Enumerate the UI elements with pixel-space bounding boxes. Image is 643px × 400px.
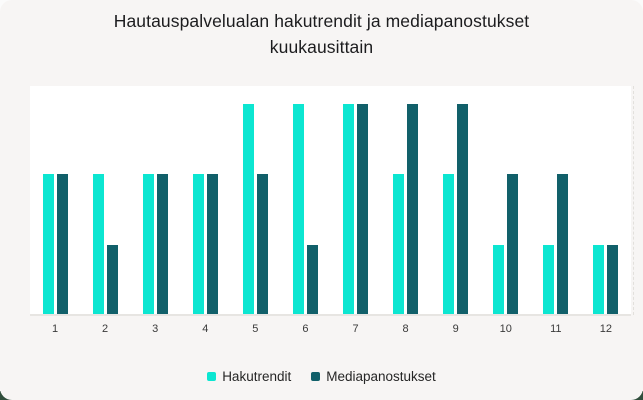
x-tick-label-5: 5	[252, 323, 259, 335]
bar-mediapanostukset-month-4	[206, 174, 218, 315]
bar-mediapanostukset-month-12	[607, 245, 619, 315]
bar-mediapanostukset-month-11	[557, 174, 569, 315]
x-tick-label-9: 9	[452, 323, 459, 335]
x-tick-label-3: 3	[152, 323, 159, 335]
x-tick-label-11: 11	[550, 323, 562, 335]
bar-hakutrendit-month-3	[142, 174, 154, 315]
month-column-4: 4	[180, 86, 230, 335]
bar-hakutrendit-month-8	[393, 174, 405, 315]
bar-mediapanostukset-month-2	[106, 245, 118, 315]
bar-columns: 1 2 3 4 5 6 7 8 9 10 11 12	[30, 86, 631, 335]
bar-hakutrendit-month-1	[42, 174, 54, 315]
bar-mediapanostukset-month-10	[507, 174, 519, 315]
bar-mediapanostukset-month-1	[56, 174, 68, 315]
x-tick-label-1: 1	[51, 323, 59, 335]
bar-mediapanostukset-month-7	[357, 104, 368, 315]
x-tick-label-8: 8	[402, 323, 409, 335]
bar-mediapanostukset-month-3	[156, 174, 168, 315]
month-column-1: 1	[30, 86, 80, 335]
x-axis-line	[30, 314, 631, 316]
month-column-6: 6	[280, 86, 330, 335]
bar-hakutrendit-month-2	[92, 174, 104, 315]
bar-hakutrendit-month-6	[292, 104, 304, 315]
bar-mediapanostukset-month-9	[457, 104, 469, 315]
month-column-2: 2	[80, 86, 130, 335]
bar-mediapanostukset-month-5	[256, 174, 268, 315]
x-tick-label-4: 4	[202, 323, 209, 335]
chart-title: Hautauspalvelualan hakutrendit ja mediap…	[113, 11, 530, 57]
bar-hakutrendit-month-5	[242, 104, 254, 315]
chart-legend: Hakutrendit Mediapanostukset	[0, 369, 643, 384]
bar-hakutrendit-month-10	[493, 245, 505, 315]
bar-hakutrendit-month-9	[443, 174, 455, 315]
bar-mediapanostukset-month-8	[407, 104, 419, 315]
bar-hakutrendit-month-12	[593, 245, 605, 315]
bar-hakutrendit-month-11	[543, 245, 555, 315]
month-column-5: 5	[230, 86, 280, 335]
bar-mediapanostukset-month-6	[306, 245, 318, 315]
plot-area: 1 2 3 4 5 6 7 8 9 10 11 12	[30, 86, 634, 335]
month-column-10: 10	[481, 86, 531, 335]
legend-item-mediapanostukset[interactable]: Mediapanostukset	[311, 369, 436, 384]
legend-swatch-mediapanostukset	[311, 372, 321, 381]
x-tick-label-10: 10	[499, 323, 512, 335]
month-column-8: 8	[381, 86, 431, 335]
x-tick-label-7: 7	[352, 323, 359, 335]
month-column-7: 7	[330, 86, 380, 335]
legend-swatch-hakutrendit	[207, 372, 217, 381]
month-column-11: 11	[531, 86, 581, 335]
legend-label-hakutrendit: Hakutrendit	[222, 369, 292, 384]
legend-item-hakutrendit[interactable]: Hakutrendit	[207, 369, 291, 384]
legend-label-mediapanostukset: Mediapanostukset	[326, 369, 436, 384]
bar-hakutrendit-month-4	[192, 174, 204, 315]
month-column-12: 12	[581, 86, 631, 335]
month-column-9: 9	[431, 86, 481, 335]
x-tick-label-6: 6	[302, 323, 309, 335]
x-tick-label-2: 2	[102, 323, 109, 335]
x-tick-label-12: 12	[599, 323, 613, 335]
month-column-3: 3	[130, 86, 180, 335]
bar-hakutrendit-month-7	[343, 104, 354, 315]
